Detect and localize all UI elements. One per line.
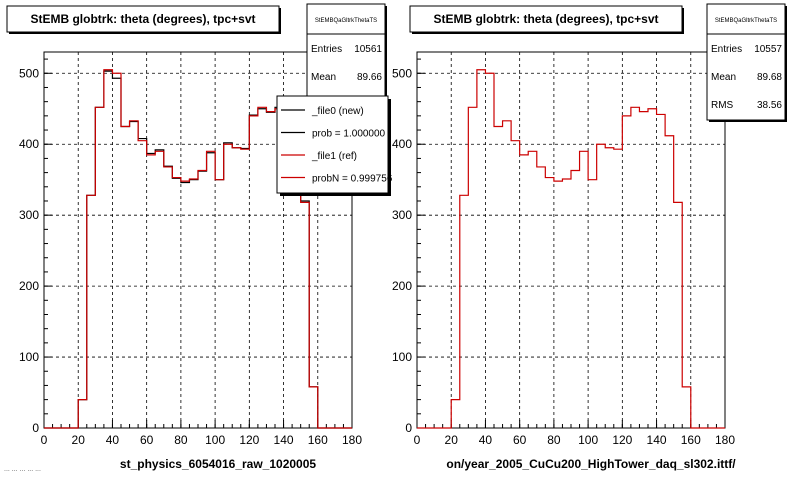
stats-value: 10557	[754, 44, 782, 55]
x-tick-label: 40	[106, 433, 120, 447]
stats-name: StEMBQaGltrkThetaTS	[715, 18, 777, 24]
y-tick-label: 400	[392, 137, 412, 151]
histogram-series-1	[417, 69, 725, 429]
y-tick-label: 100	[19, 350, 39, 364]
x-tick-label: 0	[41, 433, 48, 447]
y-tick-label: 500	[19, 66, 39, 80]
stats-value: 38.56	[757, 100, 782, 111]
y-tick-label: 0	[32, 421, 39, 435]
x-tick-label: 20	[72, 433, 86, 447]
stats-value: 10561	[354, 44, 382, 55]
stats-label: RMS	[711, 100, 734, 111]
y-tick-label: 400	[19, 137, 39, 151]
x-tick-label: 180	[342, 433, 362, 447]
x-tick-label: 40	[479, 433, 493, 447]
x-tick-label: 160	[308, 433, 328, 447]
y-tick-label: 200	[392, 279, 412, 293]
stats-label: Entries	[311, 44, 342, 55]
legend-label: _file0 (new)	[311, 106, 364, 117]
legend-box	[276, 95, 389, 194]
stats-value: 89.68	[757, 72, 782, 83]
x-tick-label: 80	[174, 433, 188, 447]
chart-title: StEMB globtrk: theta (degrees), tpc+svt	[433, 12, 658, 26]
y-tick-label: 200	[19, 279, 39, 293]
y-tick-label: 100	[392, 350, 412, 364]
x-tick-label: 100	[205, 433, 225, 447]
x-axis-label: on/year_2005_CuCu200_HighTower_daq_sl302…	[446, 457, 736, 471]
stats-value: 89.66	[357, 72, 382, 83]
x-tick-label: 120	[239, 433, 259, 447]
x-tick-label: 120	[612, 433, 632, 447]
stats-label: Mean	[711, 72, 736, 83]
stats-box	[706, 3, 786, 121]
x-tick-label: 100	[578, 433, 598, 447]
x-tick-label: 80	[547, 433, 561, 447]
y-tick-label: 500	[392, 66, 412, 80]
x-tick-label: 60	[140, 433, 154, 447]
stats-label: Mean	[311, 72, 336, 83]
x-tick-label: 60	[513, 433, 527, 447]
stats-label: Entries	[711, 44, 742, 55]
y-tick-label: 300	[19, 208, 39, 222]
stats-name: StEMBQaGltrkThetaTS	[315, 18, 377, 24]
x-tick-label: 20	[445, 433, 459, 447]
histogram-panel-1: 0 20 40 60 80 100 120 140 160 180 0 100 200 300 400 500…	[6, 3, 393, 471]
title-box	[409, 5, 683, 33]
histogram-panel-2: 0 20 40 60 80 100 120 140 160 180 0 100 200 300 400 500…	[392, 3, 787, 471]
x-axis-label: st_physics_6054016_raw_1020005	[120, 457, 316, 471]
x-tick-label: 0	[414, 433, 421, 447]
bottom-note: ... ... ... ... ...	[4, 466, 41, 473]
chart-title: StEMB globtrk: theta (degrees), tpc+svt	[30, 12, 255, 26]
legend-label: prob = 1.000000	[312, 129, 386, 140]
y-tick-label: 300	[392, 208, 412, 222]
title-box	[6, 5, 280, 33]
y-tick-label: 0	[405, 421, 412, 435]
legend-label: probN = 0.999756	[312, 174, 393, 185]
plot-frame	[416, 51, 726, 429]
legend-label: _file1 (ref)	[311, 151, 357, 162]
x-tick-label: 180	[715, 433, 735, 447]
x-tick-label: 140	[274, 433, 294, 447]
x-tick-label: 160	[681, 433, 701, 447]
x-tick-label: 140	[647, 433, 667, 447]
